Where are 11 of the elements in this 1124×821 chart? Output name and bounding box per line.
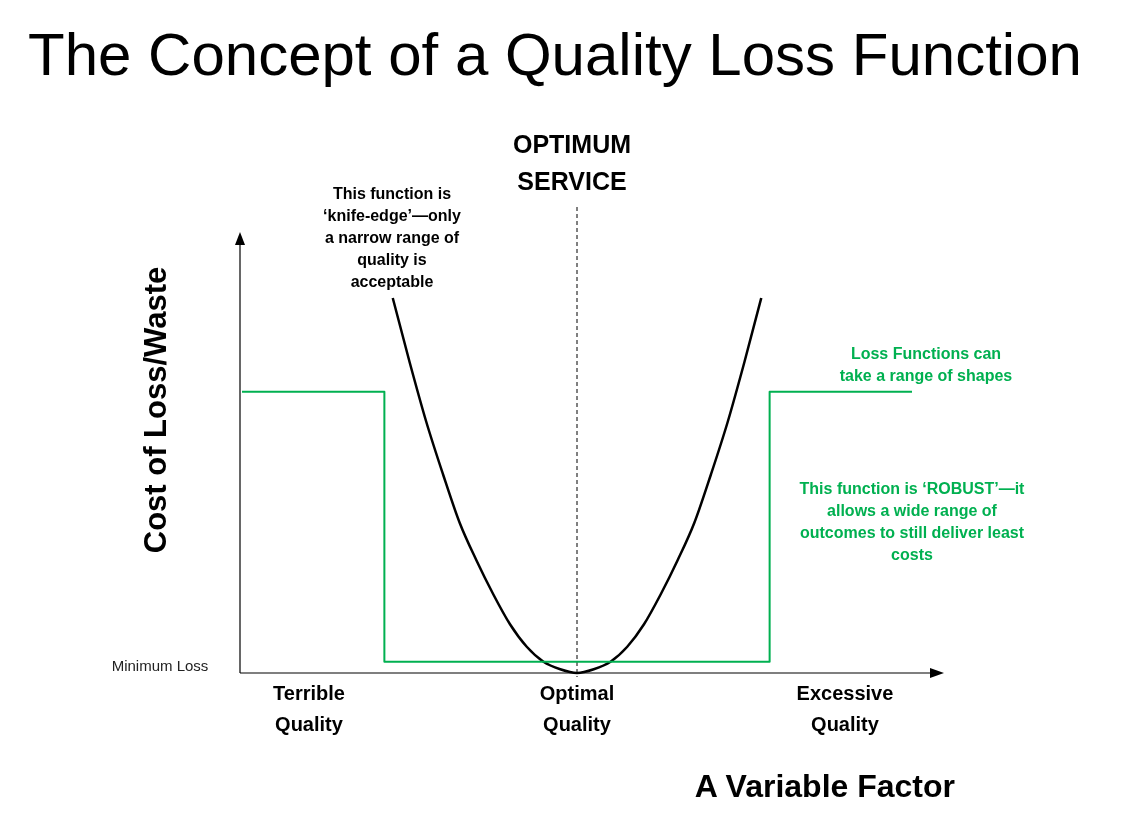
text: Minimum Loss — [111, 657, 209, 674]
text: This function is ‘knife-edge’—only a narrow range of quality is acceptable — [323, 185, 461, 290]
annotation: This function is ‘ROBUST’—it allows a wide range of outcomes to still deliver least costs — [799, 480, 1026, 563]
x-tick-label: Optimal Quality — [539, 682, 615, 735]
x-tick-label: Terrible Quality — [273, 682, 345, 735]
chart-title: The Concept of a Quality Loss Function — [28, 21, 1082, 88]
x-tick-label: Excessive Quality — [796, 682, 894, 735]
ref-line-label: OPTIMUM SERVICE — [512, 130, 632, 195]
x-axis-title: A Variable Factor — [694, 768, 955, 804]
y-axis-title: Cost of Loss/Waste — [138, 266, 173, 554]
annotation: Loss Functions can take a range of shapes — [839, 345, 1013, 384]
